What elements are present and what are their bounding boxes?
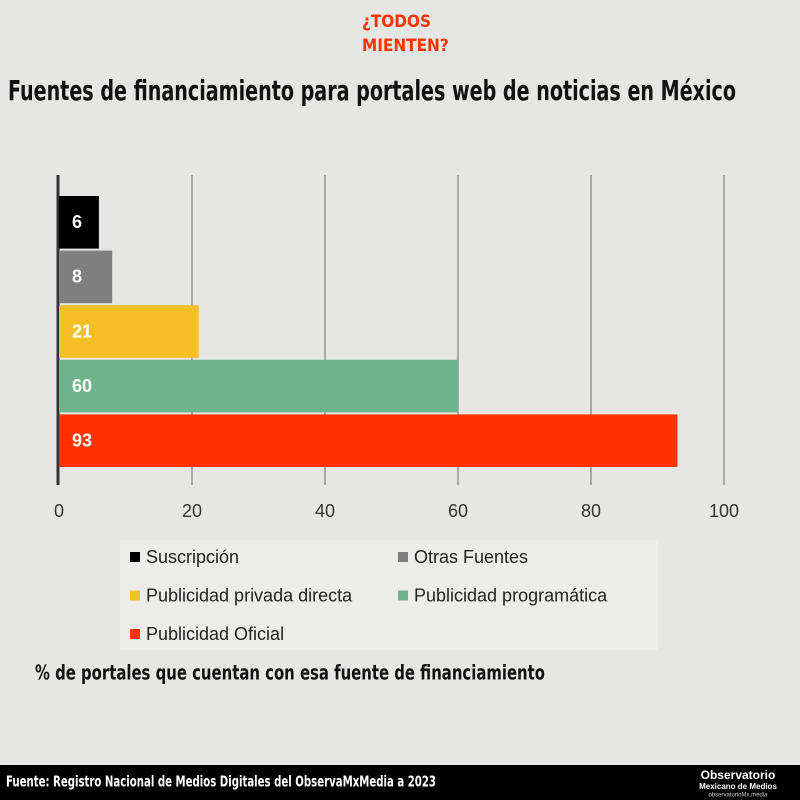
logo: Mexicano de Medios bbox=[699, 782, 777, 791]
x-tick-label: 100 bbox=[709, 501, 739, 521]
bar bbox=[59, 414, 678, 467]
logo: observatorioMx.media bbox=[708, 793, 768, 799]
x-tick-label: 20 bbox=[182, 501, 202, 521]
legend-label: Publicidad Oficial bbox=[146, 624, 284, 644]
x-axis-label: % de portales que cuentan con esa fuente… bbox=[35, 661, 545, 685]
bar bbox=[59, 250, 113, 304]
legend-swatch bbox=[130, 629, 140, 639]
legend-swatch bbox=[130, 552, 140, 562]
bar bbox=[59, 196, 99, 249]
bar bbox=[59, 305, 199, 358]
x-tick-label: 40 bbox=[315, 501, 335, 521]
legend-label: Publicidad programática bbox=[414, 585, 608, 605]
x-tick-label: 60 bbox=[448, 501, 468, 521]
legend-swatch bbox=[130, 590, 140, 601]
value-label: 21 bbox=[72, 321, 92, 341]
legend-label: Otras Fuentes bbox=[414, 547, 528, 567]
brand: MIENTEN? bbox=[362, 36, 449, 56]
legend-box bbox=[120, 540, 658, 650]
brand: ¿TODOS bbox=[362, 12, 431, 32]
value-label: 60 bbox=[72, 376, 92, 396]
logo: Observatorio bbox=[701, 768, 776, 782]
source: Fuente: Registro Nacional de Medios Digi… bbox=[6, 773, 436, 791]
legend-label: Publicidad privada directa bbox=[146, 585, 353, 605]
legend-swatch bbox=[398, 552, 408, 562]
value-label: 8 bbox=[72, 267, 82, 287]
value-label: 6 bbox=[72, 212, 82, 232]
legend-label: Suscripción bbox=[146, 547, 239, 567]
chart-title: Fuentes de financiamiento para portales … bbox=[8, 74, 736, 107]
footer-bar bbox=[0, 765, 800, 800]
bar bbox=[59, 359, 458, 413]
x-tick-label: 80 bbox=[581, 501, 601, 521]
legend-swatch bbox=[398, 590, 408, 601]
value-label: 93 bbox=[72, 430, 92, 450]
x-tick-label: 0 bbox=[54, 501, 64, 521]
